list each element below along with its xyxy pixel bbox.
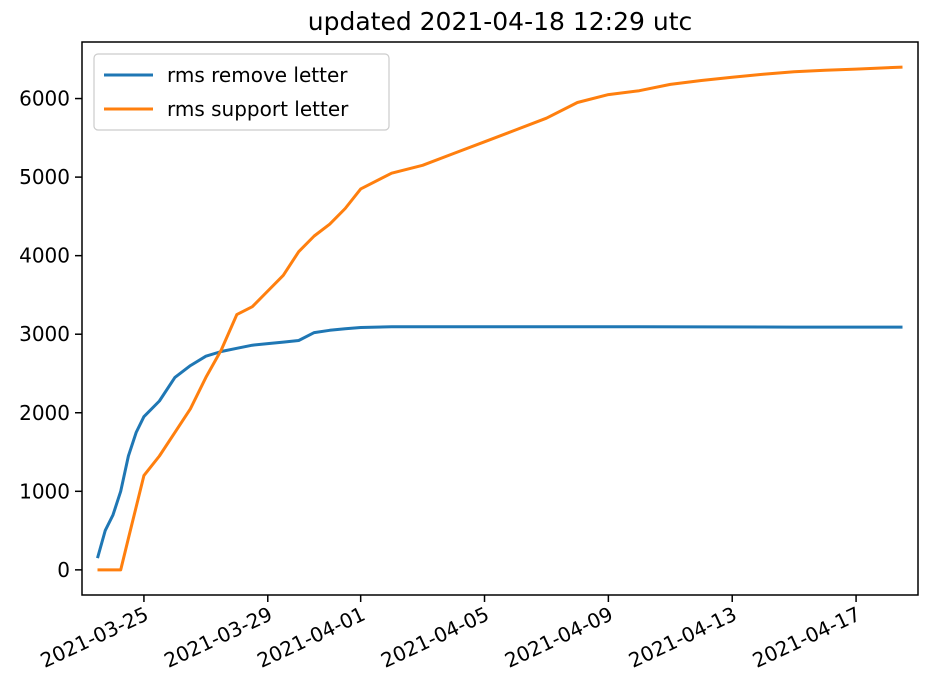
legend-box: [93, 53, 390, 131]
x-tick-label: 2021-04-05: [377, 602, 492, 673]
axes-frame: [81, 41, 919, 596]
legend-label-2: rms support letter: [167, 97, 349, 121]
x-tick-label: 2021-04-17: [749, 602, 864, 673]
y-tick-label: 1000: [19, 479, 70, 503]
series-line-2: [97, 65, 903, 572]
series-line-1: [96, 325, 903, 559]
y-tick-label: 6000: [19, 87, 70, 111]
x-tick-label: 2021-04-13: [625, 602, 740, 673]
x-tick-label: 2021-03-25: [37, 602, 152, 673]
y-axis: 0 1000 2000 3000 4000 5000 6000: [19, 87, 82, 582]
y-tick-label: 4000: [19, 244, 70, 268]
y-tick-label: 2000: [19, 401, 70, 425]
series-layer: [96, 65, 903, 572]
y-tick-label: 3000: [19, 322, 70, 346]
legend: rms remove letter rms support letter: [93, 53, 390, 131]
y-tick-label: 0: [57, 558, 70, 582]
x-tick-label: 2021-04-09: [501, 602, 616, 673]
y-tick-label: 5000: [19, 165, 70, 189]
legend-label-1: rms remove letter: [167, 63, 348, 87]
chart-title: updated 2021-04-18 12:29 utc: [308, 7, 693, 36]
